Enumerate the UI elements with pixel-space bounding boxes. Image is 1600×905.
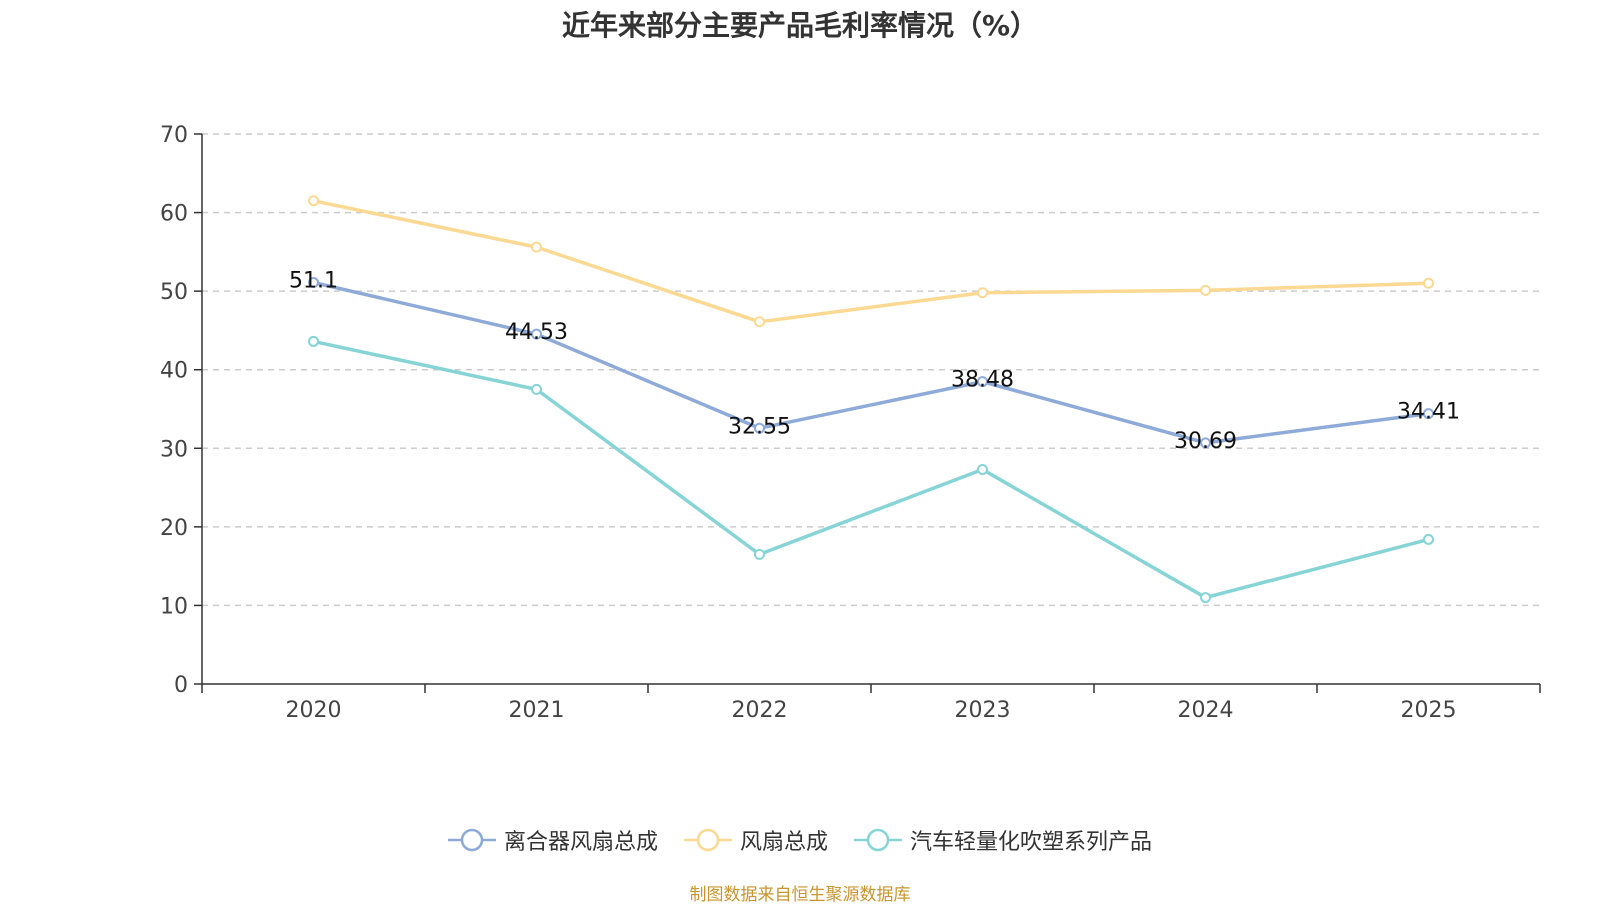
series-line-3 bbox=[311, 339, 1431, 600]
legend-line-circle-icon bbox=[447, 828, 496, 852]
legend-line-circle-icon bbox=[683, 828, 732, 852]
x-tick-label: 2024 bbox=[1178, 698, 1234, 723]
data-label: 30.69 bbox=[1174, 429, 1237, 454]
y-tick-label: 60 bbox=[160, 202, 188, 227]
data-point bbox=[308, 277, 319, 288]
data-point bbox=[1423, 408, 1434, 420]
data-point bbox=[1200, 437, 1211, 449]
y-tick-label: 70 bbox=[160, 123, 188, 148]
source-note: 制图数据来自恒生聚源数据库 bbox=[689, 885, 911, 905]
data-point bbox=[977, 464, 988, 475]
chart-title: 近年来部分主要产品毛利率情况（%） bbox=[561, 9, 1039, 42]
y-tick-label: 40 bbox=[160, 359, 188, 384]
legend: 离合器风扇总成 风扇总成 汽车轻量化吹塑系列产品 bbox=[0, 820, 1600, 860]
data-point bbox=[1423, 277, 1434, 289]
data-point bbox=[754, 422, 765, 434]
x-tick-label: 2022 bbox=[732, 698, 788, 723]
data-point bbox=[1200, 592, 1211, 604]
series-layer bbox=[308, 195, 1434, 604]
data-point bbox=[754, 548, 765, 560]
data-point bbox=[531, 383, 542, 395]
data-point bbox=[308, 335, 319, 347]
data-point bbox=[977, 376, 988, 388]
y-tick-label: 20 bbox=[160, 516, 188, 541]
x-tick-label: 2020 bbox=[286, 698, 342, 723]
y-tick-label: 50 bbox=[160, 280, 188, 305]
data-point bbox=[531, 328, 542, 340]
axis-layer: 0 10 20 30 40 50 60 70 2020 2021 2022 2023 2024 2025 bbox=[160, 123, 1541, 723]
y-tick-label: 0 bbox=[174, 673, 188, 698]
data-label: 51.1 bbox=[289, 269, 338, 294]
data-label: 44.53 bbox=[505, 320, 568, 345]
legend-label: 风扇总成 bbox=[739, 830, 828, 855]
data-point bbox=[1200, 284, 1211, 296]
y-tick-label: 30 bbox=[160, 437, 188, 462]
legend-item-1[interactable]: 离合器风扇总成 bbox=[447, 824, 658, 856]
x-tick-label: 2023 bbox=[955, 698, 1011, 723]
data-label-layer: 51.1 44.53 32.55 38.48 30.69 34.41 bbox=[289, 269, 1460, 454]
grid-layer bbox=[202, 133, 1540, 607]
legend-label: 汽车轻量化吹塑系列产品 bbox=[910, 830, 1153, 855]
x-tick-label: 2025 bbox=[1401, 698, 1457, 723]
x-tick-label: 2021 bbox=[509, 698, 565, 723]
y-tick-label: 10 bbox=[160, 594, 188, 619]
legend-label: 离合器风扇总成 bbox=[503, 830, 658, 855]
data-label: 34.41 bbox=[1397, 400, 1460, 425]
data-point bbox=[977, 287, 988, 299]
data-label: 38.48 bbox=[951, 368, 1014, 393]
legend-line-circle-icon bbox=[854, 828, 902, 852]
data-point bbox=[308, 195, 319, 207]
data-label: 32.55 bbox=[728, 414, 791, 439]
series-line-2 bbox=[311, 199, 1431, 324]
data-point bbox=[1423, 533, 1434, 545]
data-point bbox=[531, 241, 542, 253]
legend-item-2[interactable]: 风扇总成 bbox=[683, 824, 828, 856]
data-point bbox=[754, 316, 765, 328]
legend-item-3[interactable]: 汽车轻量化吹塑系列产品 bbox=[854, 824, 1152, 856]
series-line-1 bbox=[311, 280, 1431, 445]
